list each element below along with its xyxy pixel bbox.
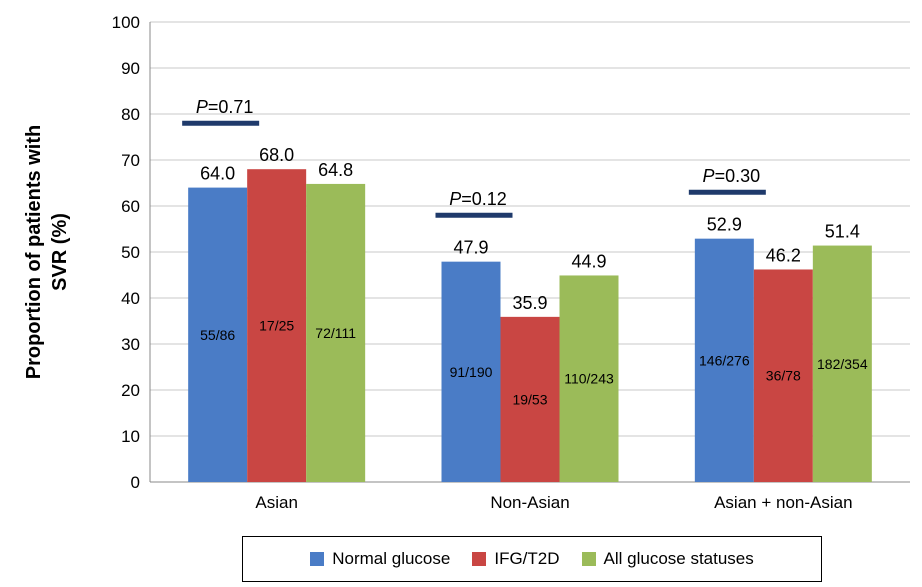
bar-value-label: 44.9 (571, 251, 606, 271)
p-value-number: =0.12 (461, 189, 507, 209)
y-tick-label: 50 (121, 243, 140, 262)
legend: Normal glucose IFG/T2D All glucose statu… (242, 536, 822, 582)
bar-value-label: 47.9 (453, 238, 488, 258)
bar (247, 169, 307, 482)
bar (753, 269, 813, 482)
p-value-letter: P (449, 189, 461, 209)
bar-fraction-label: 146/276 (699, 352, 750, 368)
bar (559, 275, 619, 482)
bar-fraction-label: 72/111 (315, 325, 356, 341)
bar-fraction-label: 19/53 (512, 391, 547, 407)
legend-label-all-glucose: All glucose statuses (603, 549, 754, 568)
y-tick-label: 100 (112, 13, 140, 32)
y-tick-label: 10 (121, 427, 140, 446)
y-tick-label: 70 (121, 151, 140, 170)
legend-item-all-glucose: All glucose statuses (581, 549, 754, 569)
bar-value-label: 51.4 (825, 222, 860, 242)
legend-swatch-normal-glucose (310, 552, 325, 566)
p-value-label: P=0.71 (196, 97, 254, 117)
bar (188, 187, 248, 482)
y-axis-title: Proportion of patients with SVR (%) (23, 125, 71, 379)
bar-value-label: 68.0 (259, 145, 294, 165)
legend-label-normal-glucose: Normal glucose (332, 549, 451, 568)
p-value-letter: P (196, 97, 208, 117)
bar (812, 245, 872, 482)
p-value-letter: P (703, 166, 715, 186)
y-tick-label: 80 (121, 105, 140, 124)
x-tick-label: Asian (255, 493, 298, 512)
bar-fraction-label: 55/86 (200, 327, 235, 343)
bar (500, 316, 560, 482)
y-tick-label: 90 (121, 59, 140, 78)
x-tick-label: Asian + non-Asian (714, 493, 852, 512)
bar-fraction-label: 36/78 (766, 368, 801, 384)
legend-item-normal-glucose: Normal glucose (310, 549, 450, 569)
p-value-label: P=0.12 (449, 189, 507, 209)
bar-value-label: 35.9 (512, 293, 547, 313)
x-tick-label: Non-Asian (490, 493, 569, 512)
bar-fraction-label: 17/25 (259, 318, 294, 334)
bar-value-label: 46.2 (766, 245, 801, 265)
p-value-number: =0.71 (208, 97, 254, 117)
bar (306, 183, 366, 483)
bar-fraction-label: 91/190 (450, 364, 493, 380)
y-tick-label: 60 (121, 197, 140, 216)
p-value-number: =0.30 (715, 166, 761, 186)
legend-label-ifg-t2d: IFG/T2D (494, 549, 560, 568)
legend-item-ifg-t2d: IFG/T2D (472, 549, 560, 569)
bar-value-label: 64.0 (200, 164, 235, 184)
bar-fraction-label: 110/243 (564, 371, 614, 387)
bar-value-label: 64.8 (318, 160, 353, 180)
y-tick-label: 0 (131, 473, 140, 492)
p-value-label: P=0.30 (703, 166, 761, 186)
bar (441, 261, 501, 482)
legend-swatch-all-glucose (581, 552, 596, 566)
legend-swatch-ifg-t2d (472, 552, 487, 566)
y-tick-label: 30 (121, 335, 140, 354)
bar-fraction-label: 182/354 (817, 356, 868, 372)
bar-value-label: 52.9 (707, 215, 742, 235)
y-tick-label: 20 (121, 381, 140, 400)
y-tick-label: 40 (121, 289, 140, 308)
bar (694, 238, 754, 482)
